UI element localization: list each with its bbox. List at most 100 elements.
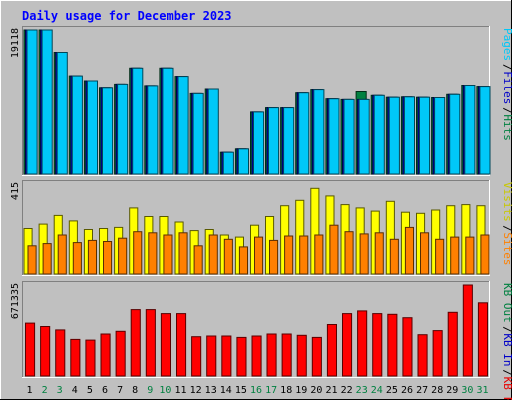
bar-sites-day-7 <box>118 237 128 275</box>
legend-separator-top-2: / <box>501 107 512 114</box>
panel-top-bars <box>23 29 491 175</box>
bar-pages-day-26 <box>403 96 415 175</box>
bar-sites-day-21 <box>329 224 339 275</box>
bar-pages-day-5 <box>86 80 99 175</box>
bar-sites-day-10 <box>163 234 173 275</box>
bar-kb-f-day-3 <box>55 329 66 377</box>
x-label-day-21: 21 <box>325 385 337 396</box>
bar-sites-day-13 <box>208 234 218 275</box>
bar-kb-f-day-7 <box>115 330 126 377</box>
bar-sites-day-20 <box>314 234 324 275</box>
legend-pages: Pages <box>501 28 512 61</box>
bar-kb-f-day-28 <box>432 330 443 377</box>
panel-middle-bars <box>23 187 490 275</box>
legend-hits: Hits <box>501 114 512 140</box>
x-label-day-18: 18 <box>280 385 292 396</box>
bar-sites-day-1 <box>27 245 37 275</box>
x-label-day-2: 2 <box>42 385 48 396</box>
panel-bottom-bars <box>25 284 488 377</box>
bar-sites-day-26 <box>404 226 414 275</box>
bar-sites-day-6 <box>103 241 113 275</box>
x-label-day-29: 29 <box>446 385 458 396</box>
bar-sites-day-18 <box>284 235 294 275</box>
panel-middle-max-label: 415 <box>10 182 21 200</box>
bar-kb-f-day-1 <box>25 322 36 377</box>
bar-sites-day-30 <box>465 236 475 275</box>
bar-kb-f-day-12 <box>191 336 202 377</box>
chart-panels: 19118Pages/Files/Hits415Visits/Sites6713… <box>10 26 512 403</box>
x-label-day-12: 12 <box>190 385 202 396</box>
legend-kb-out: KB Out <box>501 283 512 323</box>
bar-kb-f-day-13 <box>206 335 217 377</box>
x-label-day-1: 1 <box>26 385 32 396</box>
bar-sites-day-9 <box>148 232 158 275</box>
bar-pages-day-17 <box>268 107 280 175</box>
bar-pages-day-29 <box>449 93 461 175</box>
x-label-day-28: 28 <box>431 385 443 396</box>
bar-pages-day-12 <box>192 92 204 175</box>
bar-pages-day-14 <box>222 151 234 175</box>
bar-kb-f-day-27 <box>417 334 428 377</box>
chart-title: Daily usage for December 2023 <box>22 9 232 23</box>
x-axis-labels: 1 2 3 4 5 6 7 8 9 10 11 12 13 14 15 16 17 18 19 20 21 22 23 24 2… <box>26 385 488 396</box>
bar-sites-day-31 <box>480 234 490 275</box>
legend-visits: Visits <box>501 182 512 222</box>
x-label-day-11: 11 <box>174 385 186 396</box>
bar-kb-f-day-25 <box>387 313 398 377</box>
bar-pages-day-3 <box>56 52 68 175</box>
bar-pages-day-8 <box>132 67 144 175</box>
legend-separator-top-1: / <box>501 64 512 71</box>
bar-kb-f-day-20 <box>311 336 322 377</box>
x-label-day-5: 5 <box>87 385 93 396</box>
bar-kb-f-day-23 <box>357 310 368 377</box>
bar-sites-day-19 <box>299 235 309 275</box>
bar-kb-f-day-11 <box>176 313 187 377</box>
panel-top-legend: Pages/Files/Hits <box>501 28 512 141</box>
x-label-day-27: 27 <box>416 385 428 396</box>
bar-kb-f-day-9 <box>145 309 156 377</box>
bar-sites-day-16 <box>254 236 264 275</box>
x-label-day-23: 23 <box>356 385 368 396</box>
x-label-day-6: 6 <box>102 385 108 396</box>
bar-kb-f-day-10 <box>160 313 171 377</box>
bar-sites-day-17 <box>269 239 279 275</box>
bar-kb-f-day-17 <box>266 333 277 377</box>
bar-pages-day-31 <box>479 86 491 175</box>
bar-kb-f-day-22 <box>342 313 353 377</box>
bar-pages-day-30 <box>464 85 476 175</box>
bar-pages-day-9 <box>147 85 159 175</box>
panel-middle-legend: Visits /Sites <box>501 182 512 266</box>
bar-pages-day-19 <box>298 92 310 175</box>
bar-pages-day-1 <box>26 29 38 175</box>
bar-sites-day-15 <box>238 246 248 275</box>
bar-sites-day-14 <box>223 238 233 275</box>
panel-bottom-max-label: 671335 <box>10 283 21 319</box>
bar-sites-day-23 <box>359 233 369 275</box>
bar-kb-f-day-15 <box>236 336 247 377</box>
bar-sites-day-27 <box>420 232 430 275</box>
bar-kb-f-day-26 <box>402 317 413 377</box>
bar-pages-day-11 <box>177 76 189 175</box>
x-label-day-4: 4 <box>72 385 78 396</box>
bar-kb-f-day-8 <box>130 309 141 377</box>
bar-sites-day-8 <box>133 231 143 275</box>
bar-pages-day-13 <box>207 88 219 175</box>
x-label-day-13: 13 <box>205 385 217 396</box>
x-label-day-9: 9 <box>147 385 153 396</box>
x-label-day-31: 31 <box>476 385 488 396</box>
legend-kb-f: KB F <box>501 377 512 400</box>
bar-sites-day-29 <box>450 236 460 275</box>
bar-pages-day-7 <box>117 83 129 175</box>
bar-pages-day-25 <box>388 96 400 175</box>
x-label-day-16: 16 <box>250 385 262 396</box>
bar-kb-f-day-5 <box>85 339 96 377</box>
bar-kb-f-day-31 <box>477 302 488 377</box>
bar-pages-day-20 <box>313 89 325 175</box>
x-label-day-3: 3 <box>57 385 63 396</box>
x-label-day-15: 15 <box>235 385 247 396</box>
bar-pages-day-18 <box>283 107 295 175</box>
bar-kb-f-day-30 <box>462 284 473 377</box>
bar-pages-day-16 <box>253 111 265 175</box>
bar-sites-day-2 <box>42 243 52 275</box>
